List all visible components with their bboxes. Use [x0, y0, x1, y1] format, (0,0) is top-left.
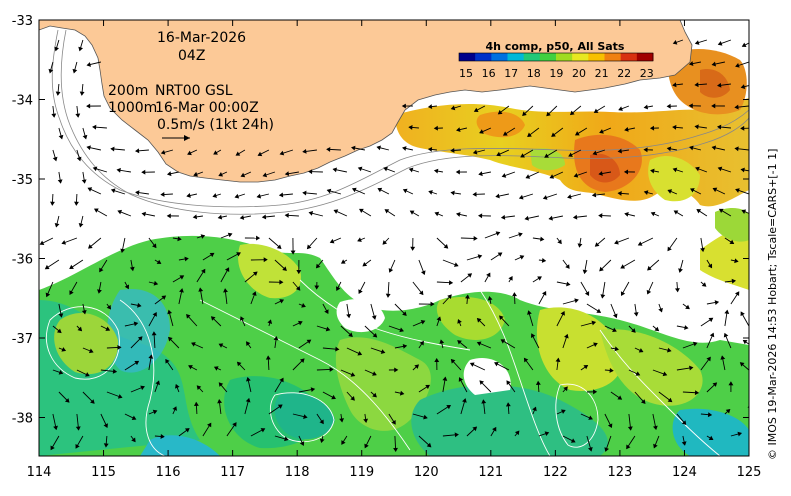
- velocity-arrowhead: [755, 272, 758, 275]
- lat-tick-label: -33: [12, 14, 33, 29]
- colorbar-tick-label: 21: [595, 67, 609, 80]
- velocity-arrowhead: [761, 426, 764, 429]
- colorbar-swatch: [605, 53, 622, 61]
- lon-tick-label: 114: [27, 465, 52, 480]
- velocity-arrow: [755, 256, 765, 260]
- colorbar-tick-label: 18: [527, 67, 541, 80]
- lat-tick-label: -36: [12, 253, 33, 268]
- lat-tick-label: -35: [12, 173, 33, 188]
- colorbar-swatch: [459, 53, 476, 61]
- lon-tick-label: 116: [156, 465, 181, 480]
- lon-tick-label: 118: [285, 465, 310, 480]
- lon-tick-label: 123: [607, 465, 632, 480]
- credit-text: © IMOS 19-Mar-2026 14:53 Hobart; Tscale=…: [766, 149, 779, 460]
- valid-time-label: 16-Mar 00:00Z: [155, 100, 259, 116]
- colorbar-tick-label: 16: [482, 67, 496, 80]
- velocity-arrow: [755, 426, 764, 436]
- velocity-arrowhead: [752, 387, 755, 390]
- lon-tick-label: 125: [737, 465, 762, 480]
- colorbar: [459, 53, 654, 61]
- colorbar-tick-label: 19: [549, 67, 563, 80]
- colorbar-swatch: [540, 53, 557, 61]
- velocity-arrow: [752, 387, 755, 392]
- colorbar-title: 4h comp, p50, All Sats: [486, 40, 625, 53]
- colorbar-swatch: [475, 53, 492, 61]
- isobath-label: 1000m: [108, 100, 157, 116]
- velocity-arrow: [749, 237, 755, 238]
- colorbar-tick-label: 15: [459, 67, 473, 80]
- velocity-arrowhead: [753, 288, 756, 291]
- colorbar-ticks: 15 16 17 18 19 20 21 22 23: [459, 67, 654, 80]
- colorbar-swatch: [572, 53, 589, 61]
- colorbar-tick-label: 17: [504, 67, 518, 80]
- colorbar-swatch: [621, 53, 638, 61]
- velocity-arrowhead: [762, 255, 765, 258]
- colorbar-tick-label: 22: [617, 67, 631, 80]
- colorbar-tick-label: 20: [572, 67, 586, 80]
- lon-tick-label: 120: [414, 465, 439, 480]
- lat-tick-label: -34: [12, 94, 33, 109]
- colorbar-swatch: [524, 53, 541, 61]
- lat-tick-label: -38: [12, 412, 33, 427]
- lon-tick-label: 121: [478, 465, 503, 480]
- colorbar-swatch: [556, 53, 573, 61]
- velocity-arrow: [749, 272, 759, 282]
- velocity-arrowhead: [752, 236, 755, 239]
- lon-tick-label: 115: [91, 465, 116, 480]
- colorbar-swatch: [637, 53, 654, 61]
- lat-tick-label: -37: [12, 332, 33, 347]
- hour-label: 04Z: [178, 48, 205, 64]
- colorbar-tick-label: 23: [640, 67, 654, 80]
- lon-tick-label: 124: [672, 465, 697, 480]
- colorbar-swatch: [588, 53, 605, 61]
- contour-label: 200m: [108, 83, 148, 99]
- colorbar-swatch: [491, 53, 508, 61]
- colorbar-swatch: [508, 53, 525, 61]
- lon-tick-label: 119: [349, 465, 374, 480]
- product-label: NRT00 GSL: [155, 83, 233, 99]
- lon-tick-label: 117: [220, 465, 245, 480]
- vector-scale-label: 0.5m/s (1kt 24h): [157, 117, 274, 133]
- lon-tick-label: 122: [543, 465, 568, 480]
- date-label: 16-Mar-2026: [157, 30, 246, 46]
